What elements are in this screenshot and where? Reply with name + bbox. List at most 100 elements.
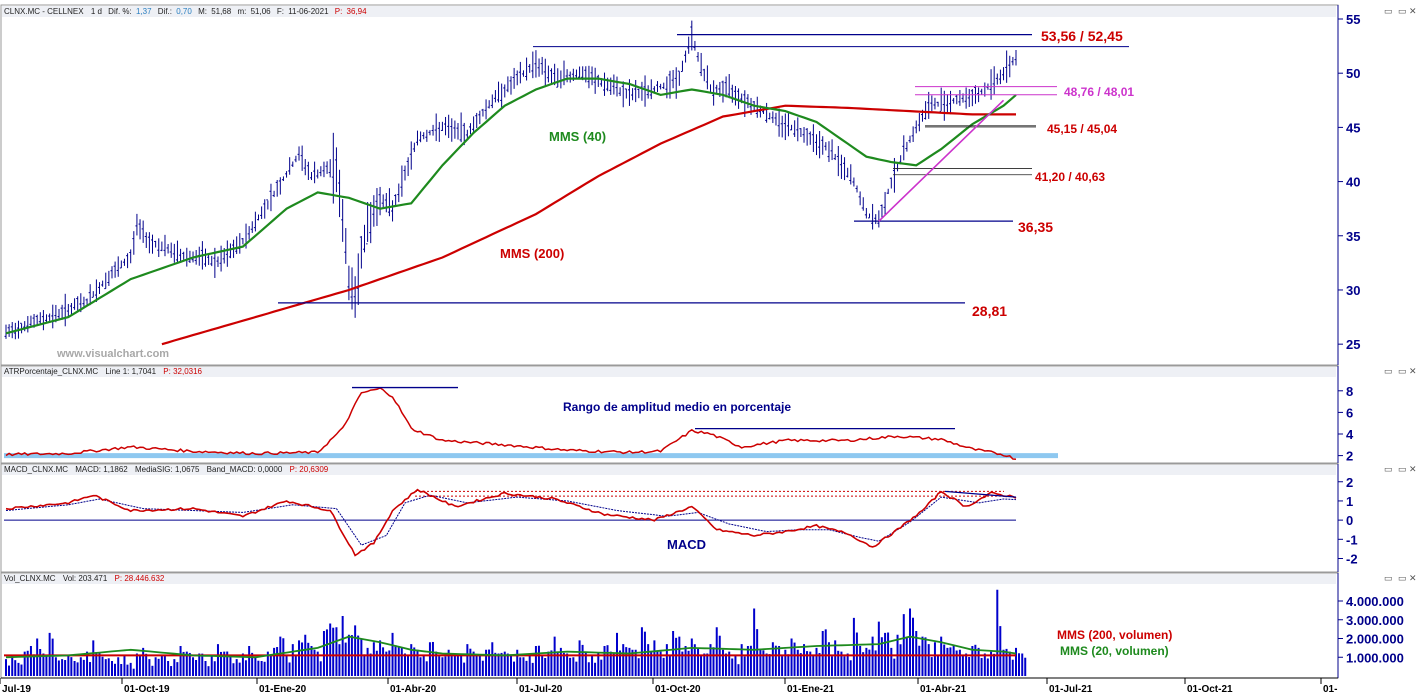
header-dif-pct-label: Dif. %: — [108, 7, 132, 16]
x-tick-label: 01-Abr-20 — [390, 684, 437, 695]
price-y-tick-label: 45 — [1346, 120, 1360, 135]
header-mn-label: m: — [237, 7, 246, 16]
header-symbol: CLNX.MC - CELLNEX — [4, 7, 84, 16]
atr-header-line: Line 1: 1,7041 — [105, 367, 156, 376]
vol-mms20-label: MMS (20, volumen) — [1060, 644, 1169, 658]
x-tick-label: 01-Ene-20 — [259, 684, 307, 695]
macd-line — [5, 488, 1017, 557]
restore-icon[interactable]: ▭ — [1398, 366, 1407, 376]
x-tick-label: 01-Oct-21 — [1187, 684, 1233, 695]
close-icon[interactable]: ✕ — [1409, 573, 1417, 583]
x-tick-label: 01-Ene-21 — [787, 684, 835, 695]
price-y-tick-label: 50 — [1346, 66, 1360, 81]
macd-divergence-line — [944, 490, 1017, 498]
level-label-2881: 28,81 — [972, 303, 1007, 319]
vol-header-p: P: 28.446.632 — [115, 574, 165, 583]
header-m: 51,68 — [211, 7, 232, 16]
macd-title: MACD — [667, 537, 706, 552]
atr-chart — [4, 386, 1058, 461]
macd-chart — [4, 488, 1017, 557]
mms200-label: MMS (200) — [500, 246, 564, 261]
close-icon[interactable]: ✕ — [1409, 464, 1417, 474]
atr-title: Rango de amplitud medio en porcentaje — [563, 400, 791, 414]
header-m-label: M: — [198, 7, 207, 16]
vol-header-name: Vol_CLNX.MC — [4, 574, 56, 583]
watermark: www.visualchart.com — [56, 348, 169, 360]
price-chart — [4, 20, 1129, 346]
header-p-label: P: — [335, 7, 343, 16]
window-controls: ▭ ▭ ✕ ▭ ▭ ✕ ▭ ▭ ✕ ▭ ▭ ✕ — [1384, 6, 1417, 583]
price-y-tick-label: 30 — [1346, 283, 1360, 298]
level-label-5356: 53,56 / 52,45 — [1041, 28, 1123, 44]
macd-y-tick-label: 2 — [1346, 475, 1353, 490]
restore-icon[interactable]: ▭ — [1398, 6, 1407, 16]
macd-header-p: P: 20,6309 — [290, 465, 329, 474]
atr-header: ATRPorcentaje_CLNX.MC Line 1: 1,7041 P: … — [4, 367, 203, 376]
header-p: 36,94 — [347, 7, 368, 16]
header-f: 11-06-2021 — [288, 7, 329, 16]
mms40-label: MMS (40) — [549, 129, 606, 144]
macd-y-tick-label: -1 — [1346, 532, 1358, 547]
x-tick-label: 01-Oct-20 — [655, 684, 701, 695]
macd-y-tick-label: 1 — [1346, 494, 1353, 509]
atr-header-strip — [2, 367, 1336, 377]
header-interval: 1 d — [91, 7, 102, 16]
macd-panel-frame — [0, 463, 1339, 573]
macd-header-band: Band_MACD: 0,0000 — [207, 465, 283, 474]
volume-mms20-line — [5, 635, 1017, 659]
minimize-icon[interactable]: ▭ — [1384, 464, 1393, 474]
header-dif-label: Dif.: — [158, 7, 172, 16]
macd-header-strip — [2, 465, 1336, 475]
volume-chart — [4, 589, 1027, 676]
macd-header-sig: MediaSIG: 1,0675 — [135, 465, 200, 474]
atr-y-tick-label: 2 — [1346, 449, 1353, 464]
price-y-tick-label: 25 — [1346, 337, 1360, 352]
x-tick-label: 01- — [1323, 684, 1337, 695]
volume-y-tick-label: 2.000.000 — [1346, 632, 1404, 647]
atr-header-name: ATRPorcentaje_CLNX.MC — [4, 367, 98, 376]
x-tick-label: 01-Jul-20 — [519, 684, 563, 695]
atr-y-tick-label: 8 — [1346, 384, 1353, 399]
level-label-4120: 41,20 / 40,63 — [1035, 170, 1105, 184]
vol-mms200-label: MMS (200, volumen) — [1057, 628, 1172, 642]
volume-header: Vol_CLNX.MC Vol: 203.471 P: 28.446.632 — [4, 574, 165, 583]
macd-y-tick-label: 0 — [1346, 513, 1353, 528]
macd-header: MACD_CLNX.MC MACD: 1,1862 MediaSIG: 1,06… — [4, 465, 329, 474]
atr-y-tick-label: 4 — [1346, 427, 1354, 442]
minimize-icon[interactable]: ▭ — [1384, 366, 1393, 376]
close-icon[interactable]: ✕ — [1409, 366, 1417, 376]
price-panel-frame — [0, 4, 1339, 366]
level-label-4515: 45,15 / 45,04 — [1047, 122, 1117, 136]
header-f-label: F: — [277, 7, 284, 16]
restore-icon[interactable]: ▭ — [1398, 464, 1407, 474]
atr-panel-frame — [0, 365, 1339, 464]
price-header-strip — [2, 6, 1336, 17]
axis-ticks: 25 30 35 40 45 50 55 2 4 6 8 2 1 0 -1 -2 4.000.000 3.000.… — [0, 12, 1404, 695]
macd-header-name: MACD_CLNX.MC — [4, 465, 68, 474]
mms40-line — [5, 77, 1017, 335]
price-y-tick-label: 55 — [1346, 12, 1360, 27]
restore-icon[interactable]: ▭ — [1398, 573, 1407, 583]
macd-header-macd: MACD: 1,1862 — [75, 465, 128, 474]
macd-y-tick-label: -2 — [1346, 551, 1358, 566]
price-header: CLNX.MC - CELLNEX 1 d Dif. %: 1,37 Dif.:… — [4, 7, 367, 16]
level-label-3635: 36,35 — [1018, 219, 1053, 235]
price-y-tick-label: 35 — [1346, 229, 1360, 244]
header-dif-pct: 1,37 — [136, 7, 152, 16]
support-trendline — [878, 99, 1005, 222]
x-tick-label: Jul-19 — [2, 684, 31, 695]
atr-line — [5, 387, 1017, 461]
minimize-icon[interactable]: ▭ — [1384, 573, 1393, 583]
header-mn: 51,06 — [251, 7, 272, 16]
price-y-tick-label: 40 — [1346, 175, 1360, 190]
vol-header-vol: Vol: 203.471 — [63, 574, 108, 583]
volume-y-tick-label: 1.000.000 — [1346, 650, 1404, 665]
minimize-icon[interactable]: ▭ — [1384, 6, 1393, 16]
volume-y-tick-label: 3.000.000 — [1346, 613, 1404, 628]
level-label-4876: 48,76 / 48,01 — [1064, 85, 1134, 99]
x-tick-label: 01-Abr-21 — [920, 684, 967, 695]
atr-header-p: P: 32,0316 — [163, 367, 202, 376]
close-icon[interactable]: ✕ — [1409, 6, 1417, 16]
volume-y-tick-label: 4.000.000 — [1346, 594, 1404, 609]
